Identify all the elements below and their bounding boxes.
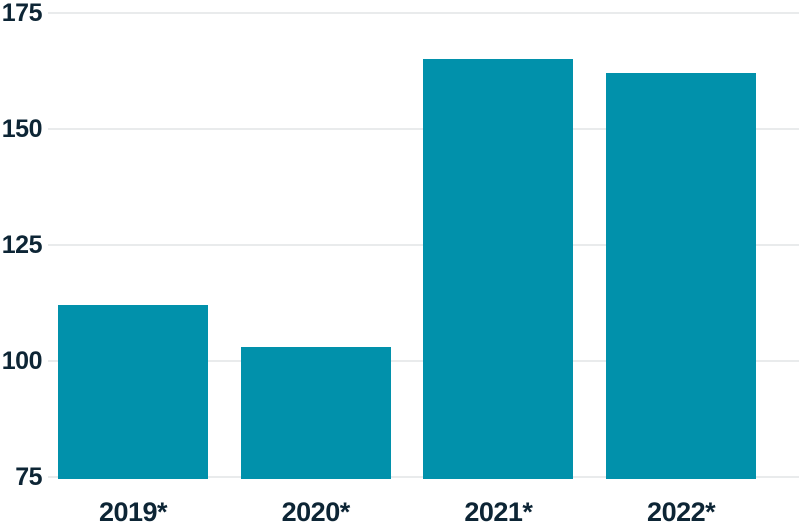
y-tick-label: 75 [15, 463, 42, 491]
bar [240, 347, 391, 479]
bar [58, 305, 208, 479]
y-tick-label: 150 [1, 115, 43, 143]
x-tick-label: 2019* [98, 497, 168, 527]
x-tick-label: 2022* [647, 497, 716, 527]
y-tick-label: 100 [1, 347, 43, 375]
y-tick-label: 125 [1, 231, 43, 259]
x-tick-label: 2021* [464, 497, 533, 527]
bar [423, 59, 574, 479]
x-tick-label: 2020* [281, 497, 351, 527]
gridline [48, 12, 799, 14]
y-tick-label: 175 [1, 0, 43, 27]
bar [606, 73, 757, 479]
